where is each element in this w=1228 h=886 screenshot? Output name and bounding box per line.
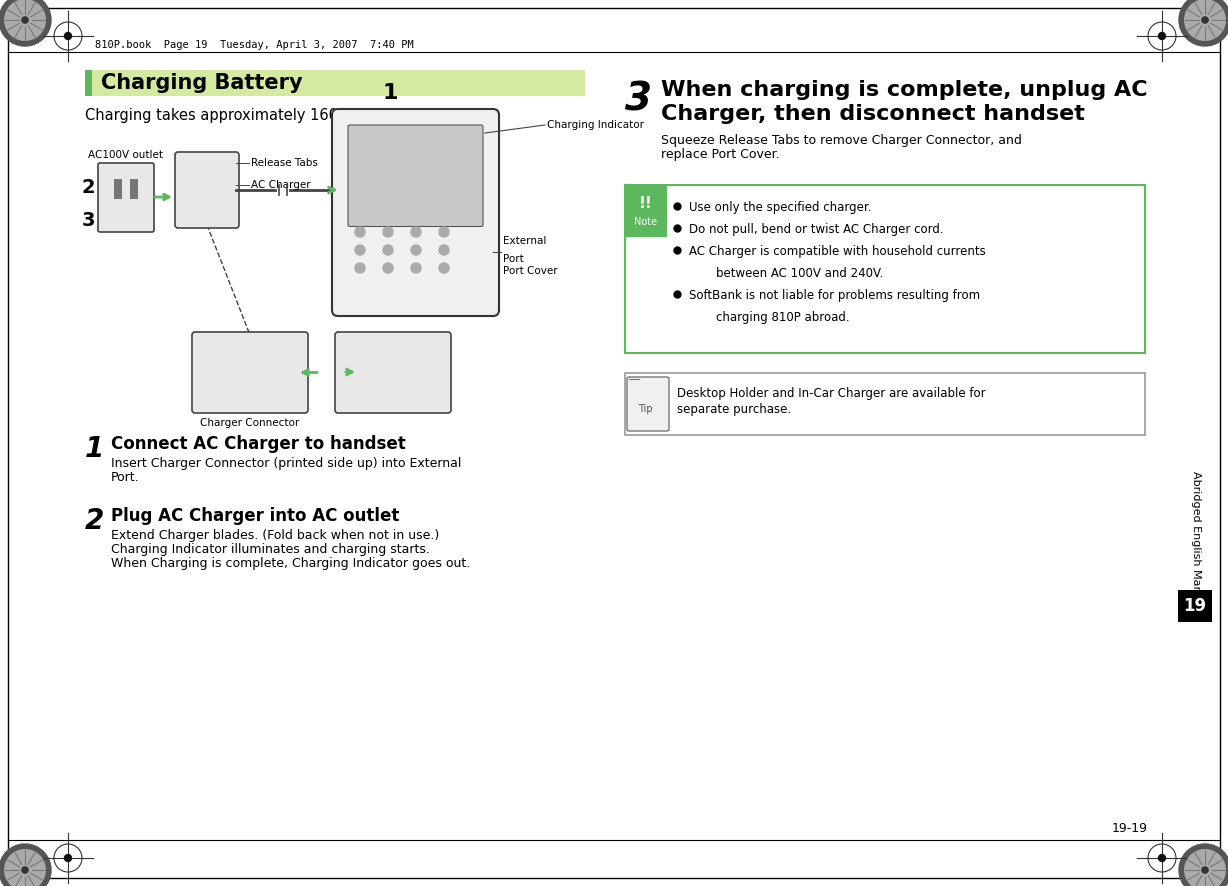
Text: AC Charger: AC Charger bbox=[251, 180, 311, 190]
Text: Port.: Port. bbox=[111, 471, 140, 484]
Circle shape bbox=[1202, 867, 1208, 873]
Circle shape bbox=[438, 245, 449, 255]
Circle shape bbox=[383, 227, 393, 237]
Bar bbox=[85, 70, 92, 96]
Circle shape bbox=[65, 854, 71, 861]
Text: 2: 2 bbox=[85, 507, 104, 535]
Text: Charger, then disconnect handset: Charger, then disconnect handset bbox=[661, 104, 1084, 124]
Text: Tip: Tip bbox=[637, 404, 652, 414]
Bar bbox=[625, 373, 1144, 435]
Text: Do not pull, bend or twist AC Charger cord.: Do not pull, bend or twist AC Charger co… bbox=[689, 223, 943, 236]
Text: 810P.book  Page 19  Tuesday, April 3, 2007  7:40 PM: 810P.book Page 19 Tuesday, April 3, 2007… bbox=[95, 40, 414, 50]
Text: Note: Note bbox=[635, 217, 657, 228]
Text: Charging Indicator: Charging Indicator bbox=[546, 120, 643, 130]
Circle shape bbox=[438, 227, 449, 237]
Text: External: External bbox=[503, 236, 546, 245]
Text: Charger Connector: Charger Connector bbox=[200, 418, 300, 428]
Text: separate purchase.: separate purchase. bbox=[677, 403, 791, 416]
Circle shape bbox=[383, 245, 393, 255]
Circle shape bbox=[65, 33, 71, 40]
Text: charging 810P abroad.: charging 810P abroad. bbox=[701, 311, 850, 324]
FancyBboxPatch shape bbox=[98, 163, 154, 232]
Text: Charging takes approximately 160 minutes.: Charging takes approximately 160 minutes… bbox=[85, 108, 406, 123]
Circle shape bbox=[355, 263, 365, 273]
Circle shape bbox=[22, 17, 28, 23]
FancyBboxPatch shape bbox=[335, 332, 451, 413]
Text: 1: 1 bbox=[383, 83, 398, 103]
Text: between AC 100V and 240V.: between AC 100V and 240V. bbox=[701, 267, 883, 280]
Text: 3: 3 bbox=[81, 211, 95, 229]
Circle shape bbox=[438, 263, 449, 273]
Text: Desktop Holder and In-Car Charger are available for: Desktop Holder and In-Car Charger are av… bbox=[677, 387, 986, 400]
Circle shape bbox=[0, 844, 52, 886]
Circle shape bbox=[411, 245, 421, 255]
Text: Release Tabs: Release Tabs bbox=[251, 158, 318, 168]
Text: When Charging is complete, Charging Indicator goes out.: When Charging is complete, Charging Indi… bbox=[111, 557, 470, 570]
Text: !!: !! bbox=[639, 196, 653, 211]
Text: Port Cover: Port Cover bbox=[503, 266, 558, 276]
Text: Charging Battery: Charging Battery bbox=[101, 73, 302, 93]
Text: Squeeze Release Tabs to remove Charger Connector, and: Squeeze Release Tabs to remove Charger C… bbox=[661, 134, 1022, 147]
Text: Use only the specified charger.: Use only the specified charger. bbox=[689, 201, 872, 214]
FancyBboxPatch shape bbox=[332, 109, 499, 316]
Circle shape bbox=[5, 850, 45, 886]
Text: SoftBank is not liable for problems resulting from: SoftBank is not liable for problems resu… bbox=[689, 289, 980, 302]
FancyBboxPatch shape bbox=[192, 332, 308, 413]
Circle shape bbox=[355, 245, 365, 255]
Text: 3: 3 bbox=[625, 80, 652, 118]
Bar bbox=[114, 179, 122, 199]
Bar bbox=[1178, 590, 1212, 622]
Circle shape bbox=[411, 263, 421, 273]
Text: Plug AC Charger into AC outlet: Plug AC Charger into AC outlet bbox=[111, 507, 399, 525]
Circle shape bbox=[1202, 17, 1208, 23]
Text: 2: 2 bbox=[81, 177, 95, 197]
Circle shape bbox=[1179, 844, 1228, 886]
Circle shape bbox=[1185, 0, 1226, 40]
Circle shape bbox=[1185, 850, 1226, 886]
Text: 1: 1 bbox=[85, 435, 104, 463]
Bar bbox=[85, 70, 585, 96]
Text: 19: 19 bbox=[1184, 597, 1207, 615]
Circle shape bbox=[5, 0, 45, 40]
Text: Connect AC Charger to handset: Connect AC Charger to handset bbox=[111, 435, 405, 453]
FancyBboxPatch shape bbox=[176, 152, 239, 228]
FancyBboxPatch shape bbox=[628, 377, 669, 431]
Circle shape bbox=[383, 263, 393, 273]
Bar bbox=[625, 185, 667, 237]
Circle shape bbox=[411, 227, 421, 237]
FancyBboxPatch shape bbox=[348, 125, 483, 227]
Circle shape bbox=[1158, 854, 1165, 861]
Text: AC Charger is compatible with household currents: AC Charger is compatible with household … bbox=[689, 245, 986, 258]
Circle shape bbox=[22, 867, 28, 873]
Text: When charging is complete, unplug AC: When charging is complete, unplug AC bbox=[661, 80, 1148, 100]
Bar bbox=[130, 179, 138, 199]
Text: Extend Charger blades. (Fold back when not in use.): Extend Charger blades. (Fold back when n… bbox=[111, 529, 440, 542]
Text: Port: Port bbox=[503, 253, 524, 263]
Circle shape bbox=[1158, 33, 1165, 40]
Circle shape bbox=[355, 227, 365, 237]
Text: Charging Indicator illuminates and charging starts.: Charging Indicator illuminates and charg… bbox=[111, 543, 430, 556]
Text: AC100V outlet: AC100V outlet bbox=[88, 150, 163, 160]
Text: Abridged English Manual: Abridged English Manual bbox=[1191, 470, 1201, 610]
Bar bbox=[625, 185, 1144, 353]
Text: 19-19: 19-19 bbox=[1113, 821, 1148, 835]
Circle shape bbox=[0, 0, 52, 46]
Text: replace Port Cover.: replace Port Cover. bbox=[661, 148, 780, 161]
Text: Insert Charger Connector (printed side up) into External: Insert Charger Connector (printed side u… bbox=[111, 457, 462, 470]
Circle shape bbox=[1179, 0, 1228, 46]
